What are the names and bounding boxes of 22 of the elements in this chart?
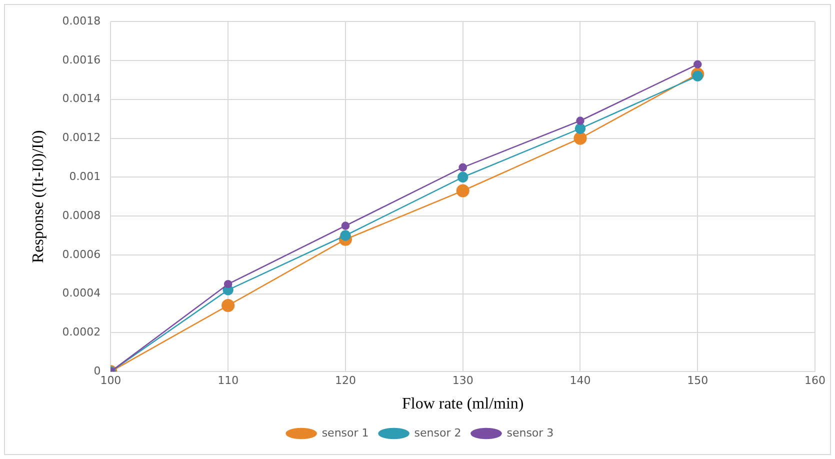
x-axis-title: Flow rate (ml/min) — [402, 396, 524, 413]
x-tick-label: 160 — [804, 374, 826, 388]
x-tick-label: 120 — [334, 374, 356, 388]
y-tick-label: 0.0006 — [62, 248, 101, 261]
legend-label: sensor 3 — [506, 426, 554, 440]
x-tick-label: 140 — [570, 374, 591, 388]
y-tick-label: 0.0012 — [62, 131, 101, 144]
legend-label: sensor 2 — [414, 426, 462, 440]
y-tick-label: 0.0014 — [62, 92, 101, 106]
y-tick-label: 0.0018 — [62, 14, 101, 28]
legend-label: sensor 1 — [322, 426, 369, 440]
x-tick-label: 100 — [100, 374, 122, 388]
y-tick-label: 0.001 — [69, 170, 101, 184]
y-tick-label: 0.0004 — [62, 286, 101, 300]
x-tick-label: 150 — [687, 374, 708, 388]
y-tick-label: 0.0016 — [62, 53, 101, 66]
y-axis-title: Response ((It-I0)/I0) — [30, 130, 47, 264]
y-tick-label: 0.0008 — [62, 208, 101, 222]
x-tick-label: 130 — [452, 374, 474, 388]
x-tick-label: 110 — [218, 374, 239, 388]
y-tick-label: 0 — [94, 364, 101, 378]
y-tick-label: 0.0002 — [62, 326, 101, 339]
